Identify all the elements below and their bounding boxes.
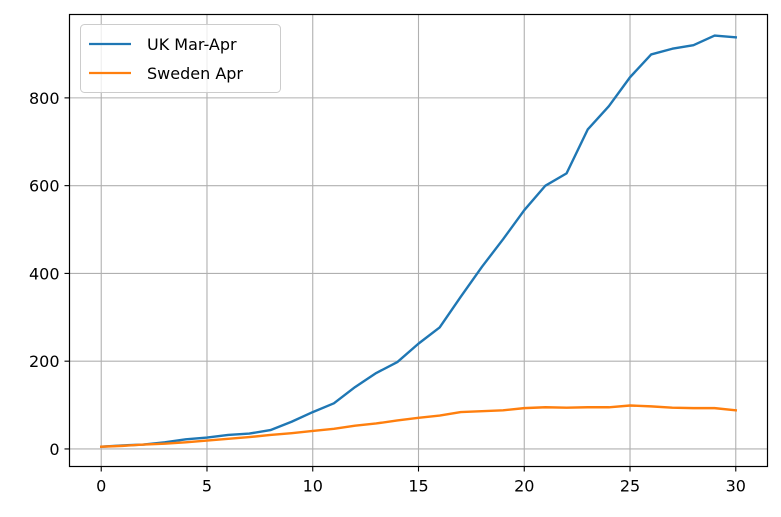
series-line-uk — [99, 34, 738, 449]
y-tick-label: 200 — [29, 352, 60, 371]
y-axis-ticks: 0 200 400 600 800 — [29, 89, 70, 459]
x-tick-label: 30 — [726, 477, 746, 496]
legend-box — [80, 24, 281, 93]
x-tick-label: 20 — [514, 477, 534, 496]
x-tick-label: 0 — [96, 477, 106, 496]
y-tick-label: 400 — [29, 264, 60, 283]
x-tick-label: 5 — [202, 477, 212, 496]
legend-label-sweden: Sweden Apr — [147, 64, 243, 83]
series-lines — [99, 34, 738, 449]
x-axis-ticks: 0 5 10 15 20 25 30 — [96, 466, 746, 496]
y-tick-label: 600 — [29, 177, 60, 196]
x-tick-label: 10 — [303, 477, 323, 496]
legend: UK Mar-Apr Sweden Apr — [80, 24, 281, 93]
x-tick-label: 15 — [408, 477, 428, 496]
y-tick-label: 0 — [49, 440, 59, 459]
legend-label-uk: UK Mar-Apr — [147, 35, 237, 54]
grid-lines — [69, 14, 768, 467]
series-line-sweden — [99, 404, 738, 448]
y-tick-label: 800 — [29, 89, 60, 108]
x-tick-label: 25 — [620, 477, 640, 496]
